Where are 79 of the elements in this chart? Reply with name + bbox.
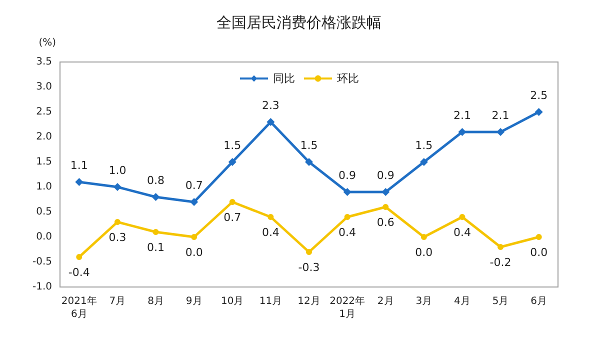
y-tick-label: 3.0 <box>36 82 52 92</box>
point <box>496 128 505 136</box>
x-tick-label: 2022年 1月 <box>330 295 366 320</box>
x-tick-label: 10月 <box>221 296 244 307</box>
point <box>343 188 352 196</box>
data-label: 0.0 <box>185 246 203 259</box>
x-tick-label: 3月 <box>416 296 432 307</box>
data-label: 1.5 <box>415 139 433 152</box>
data-label: 0.6 <box>376 216 394 229</box>
data-label: 0.1 <box>147 241 165 254</box>
point <box>75 178 84 186</box>
x-tick-label: 6月 <box>530 296 548 307</box>
point <box>382 204 389 210</box>
x-tick-label: 11月 <box>259 296 282 307</box>
data-label: 1.5 <box>300 139 318 152</box>
point <box>382 188 390 196</box>
data-label: 2.1 <box>453 109 471 122</box>
point <box>268 214 274 220</box>
x-tick-label: 2月 <box>377 296 394 307</box>
point <box>420 234 427 240</box>
y-tick-label: -0.5 <box>32 256 52 268</box>
y-tick-label: 1.0 <box>36 182 52 192</box>
point <box>191 234 198 240</box>
point <box>458 128 466 136</box>
x-tick-label: 7月 <box>109 296 126 307</box>
point <box>114 219 120 225</box>
data-label: 0.7 <box>185 179 203 192</box>
data-label: 0.9 <box>376 169 394 182</box>
point <box>420 158 428 166</box>
point <box>498 244 504 250</box>
data-label: 0.3 <box>108 231 126 244</box>
legend-label: 同比 <box>273 72 295 85</box>
point <box>344 214 350 220</box>
data-label: 0.7 <box>224 211 242 224</box>
point <box>229 199 236 205</box>
data-label: 0.8 <box>147 174 165 187</box>
data-label: 1.5 <box>224 139 242 152</box>
data-label: 2.1 <box>492 109 510 122</box>
data-label: 0.9 <box>338 169 356 182</box>
data-label: 2.5 <box>530 89 548 102</box>
y-tick-label: -1.0 <box>32 282 52 292</box>
point <box>113 183 122 191</box>
y-tick-label: 0.5 <box>36 206 52 218</box>
y-axis-title: (%) <box>38 38 56 48</box>
point <box>76 254 82 260</box>
point <box>305 158 313 166</box>
data-label: -0.2 <box>490 256 512 269</box>
point <box>152 193 160 201</box>
legend-label: 环比 <box>337 72 359 85</box>
point <box>190 198 198 206</box>
data-label: -0.3 <box>298 261 320 274</box>
point <box>534 108 543 116</box>
point <box>266 118 275 126</box>
data-label: 1.0 <box>108 164 126 177</box>
data-label: 0.4 <box>338 226 356 239</box>
point <box>459 214 466 220</box>
point <box>306 249 312 255</box>
point <box>228 158 236 166</box>
y-tick-label: 2.0 <box>36 132 52 142</box>
y-tick-label: 3.5 <box>36 56 52 68</box>
y-tick-label: 0.0 <box>36 232 52 242</box>
x-tick-label: 12月 <box>298 296 320 307</box>
data-label: 0.0 <box>415 246 433 259</box>
point <box>152 229 159 235</box>
data-label: -0.4 <box>68 266 90 279</box>
data-label: 0.4 <box>453 226 471 239</box>
chart-title: 全国居民消费价格涨跌幅 <box>216 14 382 32</box>
data-label: 0.0 <box>530 246 548 259</box>
x-tick-label: 5月 <box>492 296 509 307</box>
x-tick-label: 4月 <box>454 296 470 307</box>
point <box>536 234 542 240</box>
data-label: 2.3 <box>262 99 280 112</box>
x-tick-label: 9月 <box>186 296 202 307</box>
y-tick-label: 2.5 <box>36 106 52 118</box>
x-tick-label: 8月 <box>148 296 164 307</box>
x-tick-label: 2021年 6月 <box>61 295 97 320</box>
data-label: 1.1 <box>70 159 88 172</box>
data-label: 0.4 <box>262 226 280 239</box>
y-tick-label: 1.5 <box>36 156 52 168</box>
